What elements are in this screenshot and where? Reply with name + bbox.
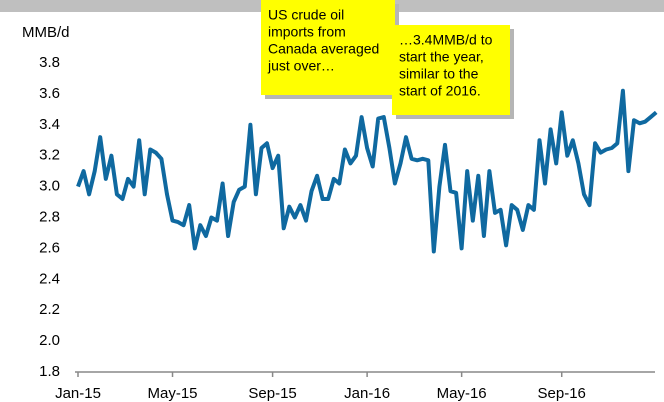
annotation-text: start the year, [399,49,484,65]
y-tick-label: 2.2 [39,301,60,318]
x-tick-label: Sep-15 [248,385,296,402]
y-tick-label: 3.0 [39,178,60,195]
annotation-text: similar to the [399,66,479,82]
y-tick-label: 1.8 [39,363,60,380]
annotation-box [392,25,510,115]
x-tick-label: Jan-16 [344,385,390,402]
x-tick-label: Sep-16 [538,385,586,402]
data-line [76,88,658,254]
y-tick-label: 2.4 [39,270,60,287]
x-tick-label: May-15 [148,385,198,402]
y-tick-label: 3.2 [39,147,60,164]
annotation-text: imports from [268,24,346,40]
y-tick-label: 2.6 [39,239,60,256]
annotation-text: Canada averaged [268,41,379,57]
x-tick-label: May-16 [437,385,487,402]
y-tick-label: 3.6 [39,85,60,102]
y-axis-label: MMB/d [22,24,70,41]
y-tick-label: 3.4 [39,116,60,133]
annotation-text: start of 2016. [399,83,481,99]
y-tick-label: 2.8 [39,208,60,225]
annotation-box [261,0,395,95]
y-tick-label: 2.0 [39,332,60,349]
x-tick-label: Jan-15 [55,385,101,402]
y-tick-label: 3.8 [39,54,60,71]
annotation-text: …3.4MMB/d to [399,32,493,48]
annotation-text: US crude oil [268,7,344,23]
annotation-text: just over… [267,58,335,74]
